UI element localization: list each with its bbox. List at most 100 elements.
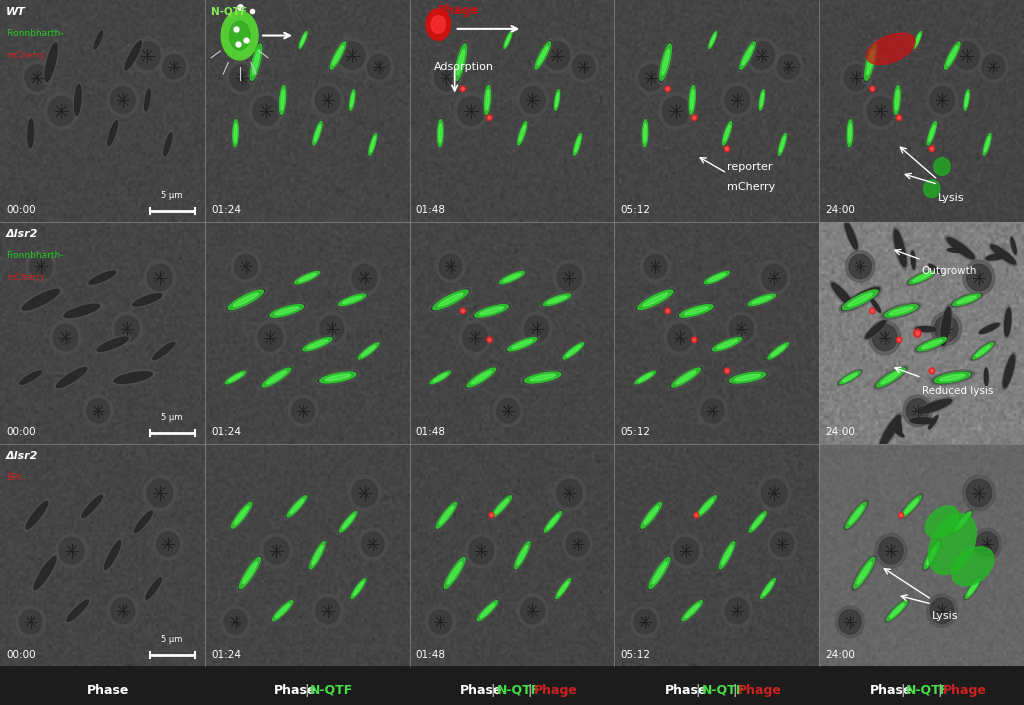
Circle shape xyxy=(253,97,280,125)
Circle shape xyxy=(644,255,667,278)
Ellipse shape xyxy=(104,541,121,570)
Ellipse shape xyxy=(80,493,104,520)
Ellipse shape xyxy=(1001,352,1016,391)
Circle shape xyxy=(636,61,667,94)
Ellipse shape xyxy=(965,92,969,107)
Ellipse shape xyxy=(779,137,785,152)
Ellipse shape xyxy=(243,562,257,584)
Text: 00:00: 00:00 xyxy=(6,205,36,216)
Circle shape xyxy=(976,532,998,556)
Text: 05:12: 05:12 xyxy=(621,205,650,216)
Ellipse shape xyxy=(916,337,947,351)
Ellipse shape xyxy=(145,578,162,599)
Ellipse shape xyxy=(737,39,758,73)
Ellipse shape xyxy=(924,541,940,570)
Ellipse shape xyxy=(847,286,882,306)
Ellipse shape xyxy=(507,337,538,351)
Ellipse shape xyxy=(554,576,572,601)
Ellipse shape xyxy=(555,578,571,599)
Ellipse shape xyxy=(535,42,551,69)
Ellipse shape xyxy=(739,41,756,70)
Text: Adsorption: Adsorption xyxy=(434,62,495,72)
Ellipse shape xyxy=(952,509,973,534)
Ellipse shape xyxy=(342,515,354,529)
Ellipse shape xyxy=(846,116,854,150)
Ellipse shape xyxy=(896,415,902,437)
Ellipse shape xyxy=(133,293,162,306)
Circle shape xyxy=(726,312,757,345)
Circle shape xyxy=(745,37,778,73)
Ellipse shape xyxy=(984,367,989,387)
Text: 01:24: 01:24 xyxy=(211,427,241,438)
Ellipse shape xyxy=(232,120,239,147)
Ellipse shape xyxy=(864,43,877,82)
Ellipse shape xyxy=(224,371,247,384)
Circle shape xyxy=(524,316,549,341)
Text: 01:48: 01:48 xyxy=(416,649,445,660)
Ellipse shape xyxy=(287,496,307,517)
Ellipse shape xyxy=(853,556,876,589)
Text: Δlsr2: Δlsr2 xyxy=(6,228,39,239)
Circle shape xyxy=(25,65,49,91)
Ellipse shape xyxy=(221,11,258,60)
Ellipse shape xyxy=(634,371,656,384)
Ellipse shape xyxy=(163,131,173,158)
Circle shape xyxy=(566,532,589,556)
Ellipse shape xyxy=(508,338,537,351)
Ellipse shape xyxy=(561,341,586,361)
Circle shape xyxy=(762,479,786,507)
Ellipse shape xyxy=(73,82,83,118)
Circle shape xyxy=(462,87,464,90)
Ellipse shape xyxy=(19,371,42,384)
Text: 24:00: 24:00 xyxy=(825,205,855,216)
Ellipse shape xyxy=(250,43,262,82)
Ellipse shape xyxy=(484,85,490,115)
Ellipse shape xyxy=(968,582,978,596)
Ellipse shape xyxy=(548,296,566,304)
Ellipse shape xyxy=(554,89,560,111)
Circle shape xyxy=(486,115,493,121)
Ellipse shape xyxy=(914,326,938,333)
Ellipse shape xyxy=(915,326,936,331)
Ellipse shape xyxy=(433,373,447,382)
Ellipse shape xyxy=(873,366,908,389)
Text: Fionnbharth-: Fionnbharth- xyxy=(6,251,63,260)
Ellipse shape xyxy=(300,34,306,46)
Circle shape xyxy=(458,97,484,125)
Ellipse shape xyxy=(239,556,261,589)
Ellipse shape xyxy=(983,133,991,155)
Ellipse shape xyxy=(881,302,922,319)
Ellipse shape xyxy=(906,269,937,286)
Ellipse shape xyxy=(547,515,559,529)
Circle shape xyxy=(693,116,695,119)
Circle shape xyxy=(929,368,935,374)
Text: Phage: Phage xyxy=(738,684,782,697)
Circle shape xyxy=(486,337,493,343)
Ellipse shape xyxy=(679,305,714,317)
Ellipse shape xyxy=(66,599,90,623)
Ellipse shape xyxy=(338,509,358,534)
Circle shape xyxy=(459,320,492,355)
Circle shape xyxy=(899,513,903,518)
Circle shape xyxy=(950,37,983,73)
Ellipse shape xyxy=(143,87,152,113)
Circle shape xyxy=(160,51,188,82)
Circle shape xyxy=(924,180,940,197)
Circle shape xyxy=(460,86,466,92)
Ellipse shape xyxy=(672,368,700,387)
Ellipse shape xyxy=(947,238,975,259)
Circle shape xyxy=(319,316,344,341)
Ellipse shape xyxy=(300,336,335,353)
Ellipse shape xyxy=(133,509,154,534)
Text: Phase: Phase xyxy=(460,684,502,697)
Ellipse shape xyxy=(893,227,907,270)
Ellipse shape xyxy=(231,116,240,150)
Circle shape xyxy=(234,255,257,278)
Text: N-QTF: N-QTF xyxy=(310,684,353,697)
Ellipse shape xyxy=(271,600,294,621)
Circle shape xyxy=(260,534,293,568)
Circle shape xyxy=(903,395,932,427)
Ellipse shape xyxy=(719,541,735,569)
Ellipse shape xyxy=(748,509,768,534)
Circle shape xyxy=(931,147,933,150)
